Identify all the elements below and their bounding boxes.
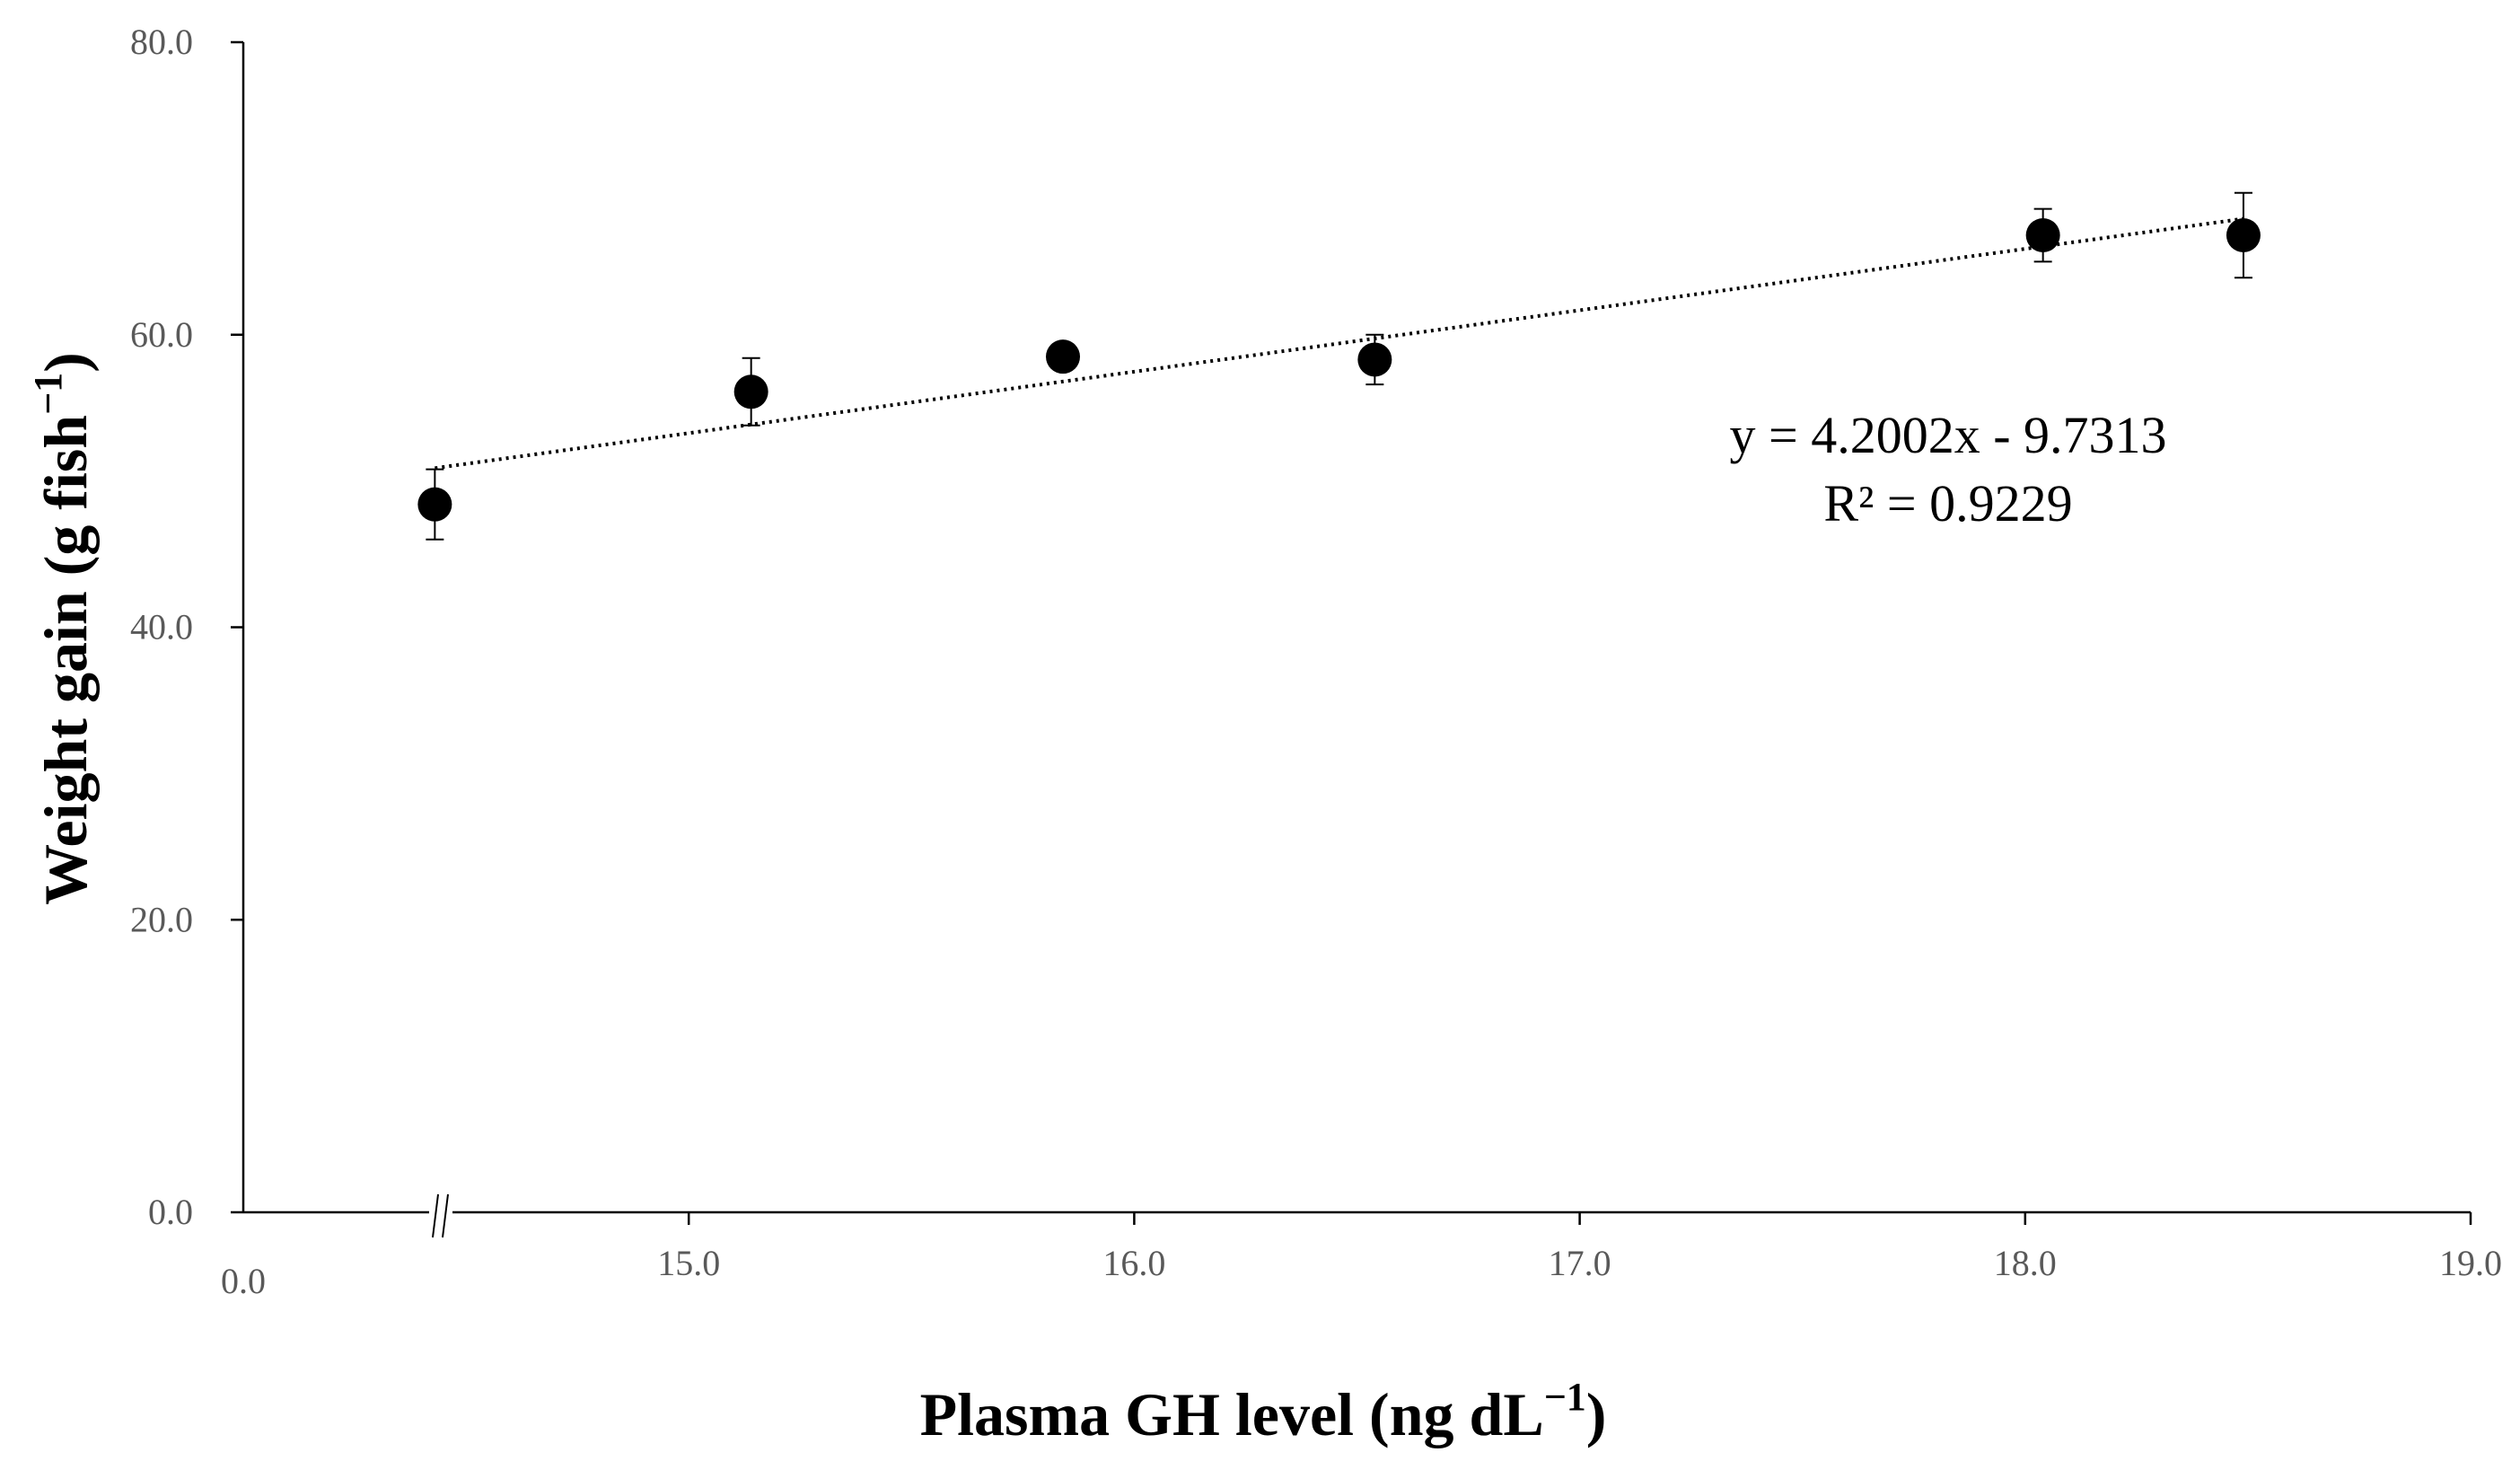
trendline-r-squared: R² = 0.9229 [1823,474,2072,533]
x-tick-label: 15.0 [657,1243,720,1283]
y-tick-label: 0.0 [148,1192,193,1232]
data-point-group [1046,339,1081,374]
y-axis-title-end: ) [31,352,100,373]
trendline [435,216,2244,471]
trendline-equation: y = 4.2002x - 9.7313 [1729,406,2166,464]
data-point-group [417,468,452,541]
x-axis-title-end: ) [1586,1380,1607,1448]
y-axis-ticks: 0.0 20.0 40.0 60.0 80.0 [130,22,243,1232]
y-axis-title: Weight gain (g fish−1) [26,352,100,905]
x-tick-label-origin: 0.0 [221,1261,266,1301]
x-tick-label: 17.0 [1549,1243,1611,1283]
x-tick-label: 16.0 [1102,1243,1165,1283]
data-point-marker [2226,217,2261,252]
y-tick-label: 20.0 [130,899,193,939]
data-point-group [1357,333,1392,386]
x-tick-label: 19.0 [2439,1243,2502,1283]
x-axis-title: Plasma GH level (ng dL−1) [920,1375,1607,1448]
y-tick-label: 40.0 [130,607,193,647]
data-point-marker [2025,217,2060,252]
y-tick-label: 60.0 [130,314,193,355]
trendline-path [435,216,2244,471]
x-axis-title-superscript: −1 [1544,1375,1586,1419]
data-point-group [2025,207,2060,263]
x-axis-break-marker [429,1193,452,1238]
x-tick-label: 18.0 [1994,1243,2057,1283]
data-points [417,191,2261,541]
y-axis-title-superscript: −1 [26,373,70,415]
data-point-marker [733,374,768,409]
data-point-marker [1357,342,1392,377]
data-point-marker [417,487,452,522]
data-point-marker [1046,339,1081,374]
y-tick-label: 80.0 [130,22,193,62]
data-point-group [733,356,768,427]
data-point-group [2226,191,2261,279]
x-axis-ticks: 0.0 15.0 16.0 17.0 18.0 19.0 [221,1212,2502,1301]
